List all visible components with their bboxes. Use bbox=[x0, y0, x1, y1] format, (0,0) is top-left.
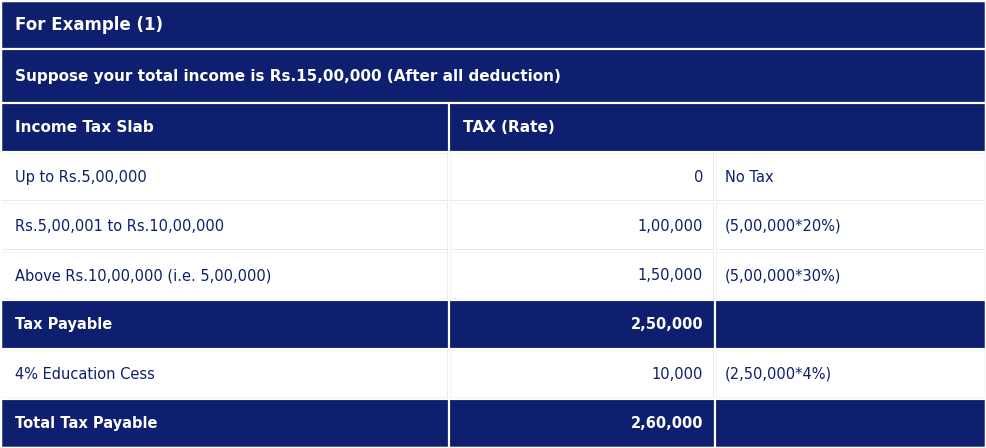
Bar bbox=[0, 349, 449, 399]
Bar bbox=[715, 202, 986, 251]
Bar bbox=[0, 103, 449, 152]
Text: No Tax: No Tax bbox=[725, 170, 773, 185]
Bar bbox=[0, 0, 986, 49]
Text: Total Tax Payable: Total Tax Payable bbox=[15, 416, 158, 431]
Bar bbox=[0, 300, 449, 349]
Bar bbox=[0, 49, 986, 103]
Text: Tax Payable: Tax Payable bbox=[15, 317, 112, 332]
Text: Above Rs.10,00,000 (i.e. 5,00,000): Above Rs.10,00,000 (i.e. 5,00,000) bbox=[15, 268, 271, 283]
Bar bbox=[0, 202, 449, 251]
Bar bbox=[449, 152, 715, 202]
Text: Up to Rs.5,00,000: Up to Rs.5,00,000 bbox=[15, 170, 147, 185]
Text: TAX (Rate): TAX (Rate) bbox=[463, 121, 555, 135]
Bar bbox=[0, 251, 449, 300]
Bar bbox=[449, 251, 715, 300]
Bar bbox=[715, 251, 986, 300]
Text: Rs.5,00,001 to Rs.10,00,000: Rs.5,00,001 to Rs.10,00,000 bbox=[15, 219, 224, 234]
Bar bbox=[449, 399, 715, 448]
Text: 2,50,000: 2,50,000 bbox=[630, 317, 703, 332]
Bar bbox=[449, 202, 715, 251]
Text: 0: 0 bbox=[693, 170, 703, 185]
Bar bbox=[449, 103, 986, 152]
Bar bbox=[449, 300, 715, 349]
Text: For Example (1): For Example (1) bbox=[15, 16, 163, 34]
Bar bbox=[715, 300, 986, 349]
Text: (5,00,000*30%): (5,00,000*30%) bbox=[725, 268, 841, 283]
Text: Suppose your total income is Rs.15,00,000 (After all deduction): Suppose your total income is Rs.15,00,00… bbox=[15, 69, 561, 84]
Text: 4% Education Cess: 4% Education Cess bbox=[15, 366, 155, 382]
Text: 2,60,000: 2,60,000 bbox=[630, 416, 703, 431]
Bar bbox=[0, 152, 449, 202]
Text: Income Tax Slab: Income Tax Slab bbox=[15, 121, 154, 135]
Text: 1,00,000: 1,00,000 bbox=[638, 219, 703, 234]
Text: (2,50,000*4%): (2,50,000*4%) bbox=[725, 366, 832, 382]
Bar bbox=[715, 152, 986, 202]
Text: 1,50,000: 1,50,000 bbox=[638, 268, 703, 283]
Bar bbox=[715, 399, 986, 448]
Bar bbox=[715, 349, 986, 399]
Bar bbox=[0, 399, 449, 448]
Bar bbox=[449, 349, 715, 399]
Text: (5,00,000*20%): (5,00,000*20%) bbox=[725, 219, 841, 234]
Text: 10,000: 10,000 bbox=[652, 366, 703, 382]
